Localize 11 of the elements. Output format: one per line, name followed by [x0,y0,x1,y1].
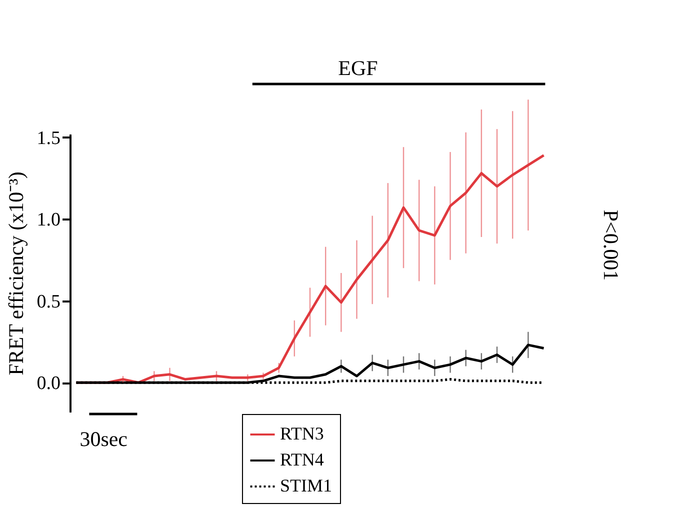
legend-label: RTN4 [280,450,324,470]
y-axis-title: FRET efficiency (x10⁻³) [4,172,28,376]
text: EGF [338,56,378,80]
y-tick-label: 1.0 [36,210,60,231]
y-tick-label: 1.5 [36,128,60,149]
text: 30sec [80,427,128,451]
y-tick-label: 0.0 [36,373,60,394]
y-tick-label: 0.5 [36,291,60,312]
legend-label: STIM1 [280,476,332,496]
legend-label: RTN3 [280,424,324,444]
text: P<0.001 [599,210,623,281]
